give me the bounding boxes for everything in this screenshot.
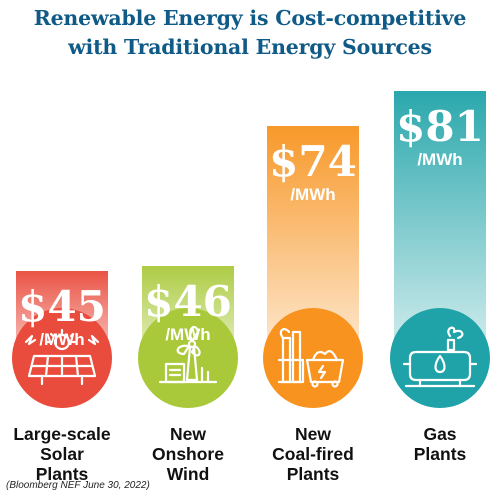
chart-title-line1: Renewable Energy is Cost-competitive bbox=[33, 6, 467, 30]
chart-title: Renewable Energy is Cost-competitive wit… bbox=[0, 4, 500, 62]
value-label-1: $46 bbox=[144, 277, 232, 326]
gas-plant-icon bbox=[402, 326, 478, 388]
solar-panel-icon bbox=[24, 328, 100, 386]
unit-label-3: /MWh bbox=[417, 150, 462, 169]
value-label-2: $74 bbox=[269, 137, 357, 186]
unit-label-2: /MWh bbox=[290, 185, 335, 204]
wind-turbine-icon bbox=[158, 325, 218, 384]
category-label-gas: Gas Plants bbox=[413, 424, 467, 464]
icon-circle-3 bbox=[390, 308, 490, 408]
value-label-3: $81 bbox=[396, 102, 484, 151]
category-label-coal: New Coal-fired Plants bbox=[272, 424, 354, 484]
category-label-wind: New Onshore Wind bbox=[152, 424, 224, 484]
unit-label-1: /MWh bbox=[165, 325, 210, 344]
source-note: (Bloomberg NEF June 30, 2022) bbox=[6, 480, 150, 491]
category-label-solar: Large-scale Solar Plants bbox=[13, 424, 111, 484]
coal-plant-icon bbox=[277, 328, 345, 388]
value-label-0: $45 bbox=[18, 282, 106, 331]
chart-title-line2: with Traditional Energy Sources bbox=[68, 35, 432, 59]
